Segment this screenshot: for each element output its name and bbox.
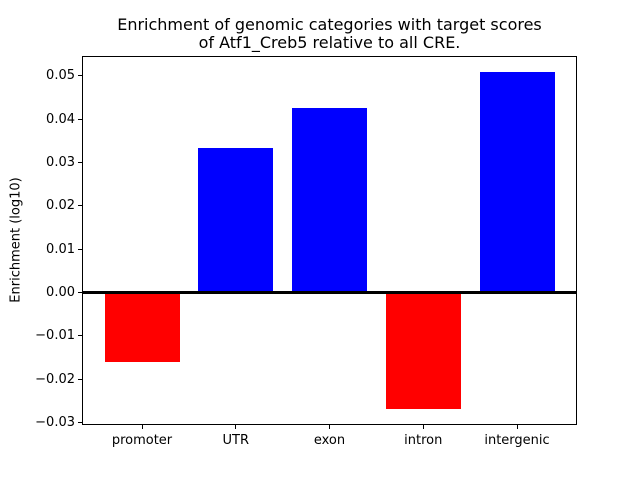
y-tick-label: −0.02 (35, 371, 75, 387)
x-tick-mark (422, 425, 424, 429)
y-tick-label: 0.00 (46, 284, 75, 300)
y-tick-label: 0.01 (46, 241, 75, 257)
x-tick-mark (329, 425, 330, 429)
y-tick-mark (78, 378, 82, 380)
y-tick-mark (78, 118, 82, 120)
y-tick-label: 0.03 (46, 155, 75, 171)
chart-title: Enrichment of genomic categories with ta… (82, 16, 577, 51)
bar-intron (385, 292, 461, 409)
y-tick-label: −0.03 (35, 414, 75, 430)
x-tick-mark (235, 425, 237, 429)
bar-exon (292, 107, 367, 293)
x-tick-label-intergenic: intergenic (484, 433, 550, 448)
x-tick-mark (516, 425, 518, 429)
y-tick-label: 0.05 (46, 68, 75, 84)
y-tick-mark (78, 335, 82, 337)
y-tick-label: 0.04 (46, 111, 75, 127)
chart-title-line2: of Atf1_Creb5 relative to all CRE. (198, 32, 461, 52)
x-tick-label-intron: intron (404, 433, 443, 448)
y-tick-mark (78, 248, 82, 250)
bar-promoter (104, 292, 180, 362)
chart-title-line1: Enrichment of genomic categories with ta… (117, 15, 542, 34)
y-tick-mark (78, 162, 82, 164)
y-tick-mark (78, 205, 82, 207)
y-tick-mark (78, 421, 82, 423)
x-tick-label-exon: exon (313, 433, 346, 448)
y-tick-mark (78, 75, 82, 77)
y-axis-label: Enrichment (log10) (8, 177, 24, 303)
zero-baseline (82, 290, 577, 294)
x-tick-label-UTR: UTR (222, 433, 250, 448)
x-tick-mark (141, 425, 143, 429)
y-tick-label: −0.01 (35, 328, 75, 344)
y-tick-label: 0.02 (46, 198, 75, 214)
bar-intergenic (479, 72, 555, 293)
y-tick-mark (78, 291, 82, 293)
x-tick-label-promoter: promoter (111, 433, 173, 448)
bar-UTR (198, 147, 274, 293)
